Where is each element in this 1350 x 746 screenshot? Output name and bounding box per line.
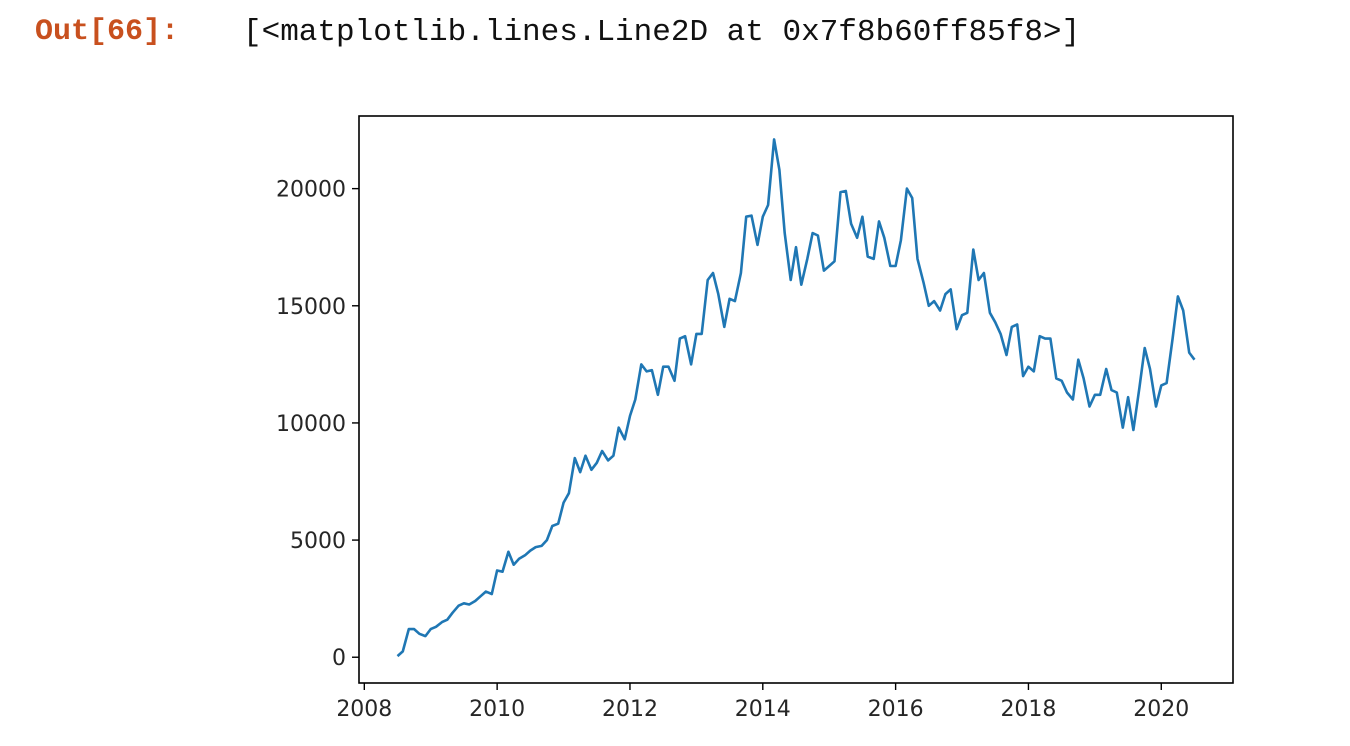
y-tick-label: 0: [332, 646, 346, 671]
plot-frame: [358, 115, 1234, 684]
x-tick-label: 2014: [735, 697, 791, 722]
x-tick-label: 2008: [336, 697, 392, 722]
x-tick-label: 2010: [469, 697, 525, 722]
cell-output-header: Out[66]: [<matplotlib.lines.Line2D at 0x…: [0, 10, 1350, 60]
x-tick-label: 2018: [1000, 697, 1056, 722]
y-tick-label: 20000: [276, 178, 346, 203]
y-tick-label: 10000: [276, 412, 346, 437]
x-tick-label: 2012: [602, 697, 658, 722]
y-tick-label: 5000: [290, 529, 346, 554]
x-tick-label: 2016: [868, 697, 924, 722]
x-tick-label: 2020: [1133, 697, 1189, 722]
y-tick-label: 15000: [276, 295, 346, 320]
output-text: [<matplotlib.lines.Line2D at 0x7f8b60ff8…: [243, 15, 1081, 50]
output-prompt: Out[66]:: [35, 15, 180, 49]
series-line: [396, 138, 1196, 658]
